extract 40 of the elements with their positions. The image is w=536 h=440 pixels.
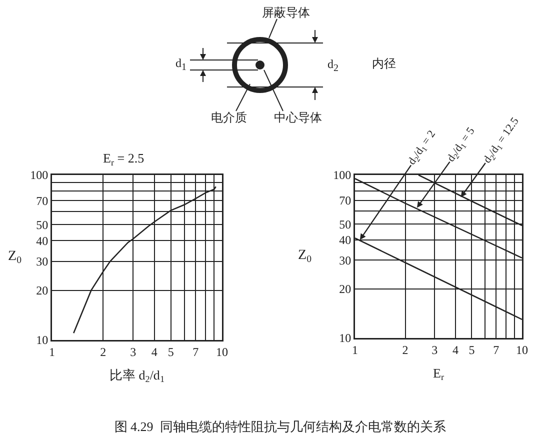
x-tick-label: 3	[432, 342, 438, 357]
x-axis-title: E$_{r}$	[433, 365, 444, 382]
text: d$_{2}$	[328, 56, 338, 74]
y-axis-title: Z$_{0}$	[298, 248, 312, 265]
x-tick-label: 10	[216, 344, 228, 359]
y-tick-label: 10	[339, 331, 352, 346]
x-axis-title: 比率 d$_{2}$/d$_{1}$	[110, 367, 164, 384]
x-tick-label: 4	[452, 342, 459, 357]
y-tick-label: 20	[339, 282, 352, 296]
text: 屏蔽导体	[262, 5, 310, 20]
y-tick-label: 70	[339, 193, 352, 208]
x-tick-label: 1	[352, 342, 358, 357]
x-tick-label: 2	[100, 344, 106, 359]
y-tick-label: 30	[36, 254, 48, 268]
y-tick-label: 50	[36, 218, 48, 232]
chart-title: E$_{r}$ = 2.5	[103, 150, 144, 168]
x-tick-label: 4	[151, 344, 158, 359]
x-tick-label: 5	[168, 344, 174, 359]
text: 图 4.29 同轴电缆的特性阻抗与几何结构及介电常数的关系	[114, 418, 446, 434]
y-tick-label: 100	[333, 168, 352, 182]
y-tick-label: 20	[36, 284, 48, 298]
text: 电介质	[211, 110, 247, 125]
x-tick-label: 2	[402, 342, 408, 357]
text: 中心导体	[274, 110, 322, 125]
y-tick-label: 40	[339, 233, 352, 248]
y-tick-label: 100	[30, 168, 48, 182]
x-tick-label: 7	[192, 344, 199, 359]
y-tick-label: 10	[36, 333, 48, 348]
text: 内径	[372, 56, 396, 71]
x-tick-label: 7	[493, 342, 500, 357]
y-tick-label: 70	[36, 194, 48, 208]
x-tick-label: 1	[49, 344, 55, 359]
y-tick-label: 40	[36, 234, 48, 248]
y-tick-label: 50	[339, 217, 352, 232]
y-axis-title: Z$_{0}$	[8, 249, 22, 266]
y-tick-label: 30	[339, 253, 352, 268]
x-tick-label: 10	[516, 342, 528, 357]
text: d$_{1}$	[176, 56, 186, 74]
x-tick-label: 3	[130, 344, 136, 359]
x-tick-label: 5	[468, 342, 475, 357]
